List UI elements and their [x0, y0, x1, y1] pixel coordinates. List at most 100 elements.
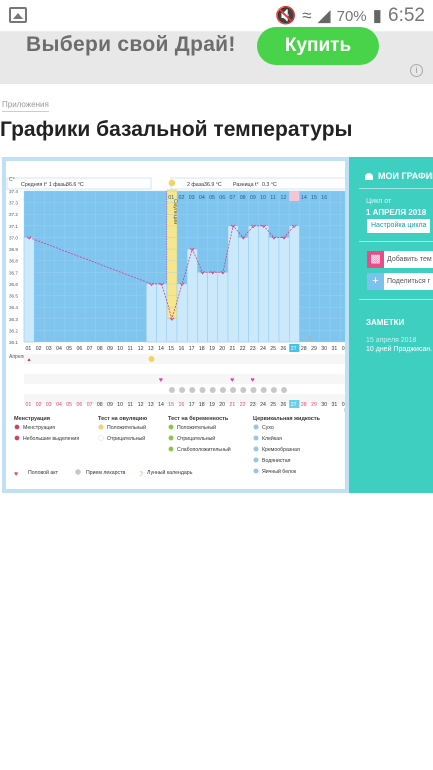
temperature-bar: [156, 283, 168, 343]
date-label: 31: [332, 346, 338, 352]
date-label: 26: [281, 346, 287, 352]
temperature-point: [200, 271, 205, 275]
date-label: 06: [77, 346, 83, 352]
legend-other: Половой акт: [28, 469, 59, 476]
temperature-bar: [237, 237, 249, 343]
legend-icon: [253, 446, 259, 452]
legend-icon: [98, 424, 104, 430]
y-unit-label: C°: [9, 177, 15, 183]
diff-label: Разница t°: [233, 182, 259, 188]
cycle-day-label: 15: [311, 195, 317, 201]
phase1-value: 36.6 °C: [66, 182, 84, 188]
moon-icon: ☽: [305, 335, 311, 343]
temperature-bar: [268, 237, 280, 343]
date-bottom-label: 17: [189, 402, 195, 408]
legend-item: Сухо: [262, 425, 274, 431]
temperature-point: [251, 224, 256, 228]
month-end-label: Ма: [344, 408, 345, 414]
temperature-bar: [207, 272, 219, 343]
page-title: Графики базальной температуры: [0, 118, 353, 141]
my-charts-link[interactable]: МОИ ГРАФИКИ: [365, 171, 433, 181]
cycle-day-label: 10: [260, 195, 266, 201]
date-bottom-label: 25: [270, 402, 276, 408]
wifi-icon: ≈: [302, 6, 312, 25]
date-bottom-label: 19: [209, 402, 215, 408]
month-start-label: Апрель: [9, 354, 26, 360]
note-text[interactable]: 10 дней Праджисан.: [366, 346, 433, 353]
cycle-date[interactable]: 1 АПРЕЛЯ 2018: [366, 208, 427, 217]
date-label: 10: [117, 346, 123, 352]
temperature-point: [240, 236, 246, 240]
date-label: 07: [87, 346, 93, 352]
legend-item: Менструация: [23, 425, 55, 431]
cycle-settings-button[interactable]: Настройка цикла: [367, 219, 431, 233]
medication-icon: [179, 387, 186, 393]
date-label: 04: [56, 346, 62, 352]
medication-icon: [270, 387, 277, 393]
note-date: 15 апреля 2018: [366, 337, 417, 344]
date-label: 01: [342, 346, 345, 352]
cycle-day-label: 08: [240, 195, 246, 201]
today-highlight-bottom: [289, 400, 300, 408]
cycle-day-label: 14: [301, 195, 307, 201]
heart-icon: [365, 173, 373, 181]
divider: [359, 299, 433, 300]
ovulation-sun-icon: [168, 179, 176, 187]
date-label: 09: [107, 346, 113, 352]
medication-icon: [240, 387, 247, 393]
legend-icon: [168, 435, 174, 441]
date-bottom-label: 08: [97, 402, 103, 408]
ad-banner[interactable]: Выбери свой Драй! Купить i: [0, 27, 433, 84]
date-bottom-label: 27: [291, 402, 297, 408]
legend-item: Отрицательный: [177, 435, 215, 442]
y-tick-label: 37.3: [9, 201, 18, 206]
battery-percent: 70%: [336, 7, 367, 25]
date-bottom-label: 09: [107, 402, 113, 408]
date-label: 30: [321, 346, 327, 352]
share-button[interactable]: + Поделиться г: [367, 273, 433, 290]
date-bottom-label: 22: [240, 402, 246, 408]
battery-icon: ▮: [372, 6, 383, 25]
date-bottom-label: 05: [66, 402, 72, 408]
date-bottom-label: 10: [117, 402, 123, 408]
date-bottom-label: 12: [138, 402, 144, 408]
legend-item: Кремообразная: [262, 447, 300, 453]
mute-icon: 🔇: [275, 6, 297, 25]
date-label: 12: [138, 346, 144, 352]
date-label: 28: [301, 346, 307, 352]
date-label: 24: [260, 346, 266, 352]
legend-icon: [253, 435, 259, 441]
y-tick-label: 37.0: [9, 235, 18, 240]
side-panel: МОИ ГРАФИКИ Цикл от 1 АПРЕЛЯ 2018 Настро…: [349, 157, 433, 493]
y-tick-label: 36.7: [9, 270, 18, 275]
date-label: 29: [311, 346, 317, 352]
date-label: 08: [97, 346, 103, 352]
phase1-header: [6, 177, 152, 190]
medication-icon: [219, 387, 226, 393]
gallery-icon: [9, 7, 27, 23]
ad-info-icon[interactable]: i: [410, 64, 423, 77]
plus-icon: +: [367, 273, 384, 290]
medication-icon: [230, 387, 237, 393]
buy-button[interactable]: Купить: [257, 27, 379, 65]
temperature-point: [189, 247, 195, 252]
date-label: 16: [179, 346, 185, 352]
breadcrumb[interactable]: Приложения: [2, 100, 49, 112]
cycle-day-label: 04: [199, 195, 205, 201]
date-bottom-label: 21: [230, 402, 236, 408]
cycle-day-label: 07: [230, 195, 236, 201]
y-tick-label: 36.9: [9, 247, 18, 252]
date-bottom-label: 11: [128, 402, 133, 408]
date-bottom-label: 20: [219, 402, 225, 408]
temperature-bar: [176, 283, 188, 343]
temperature-point: [291, 224, 297, 228]
temperature-point: [149, 282, 154, 287]
legend-item: Положительный: [107, 424, 146, 431]
date-label: 03: [46, 346, 52, 352]
medication-icon: [281, 387, 288, 393]
date-label: 02: [36, 346, 42, 352]
temperature-bar: [217, 272, 229, 343]
add-chart-button[interactable]: ▩ Добавить тем: [367, 251, 433, 268]
date-label: 25: [270, 346, 276, 352]
date-label: 19: [209, 346, 215, 352]
